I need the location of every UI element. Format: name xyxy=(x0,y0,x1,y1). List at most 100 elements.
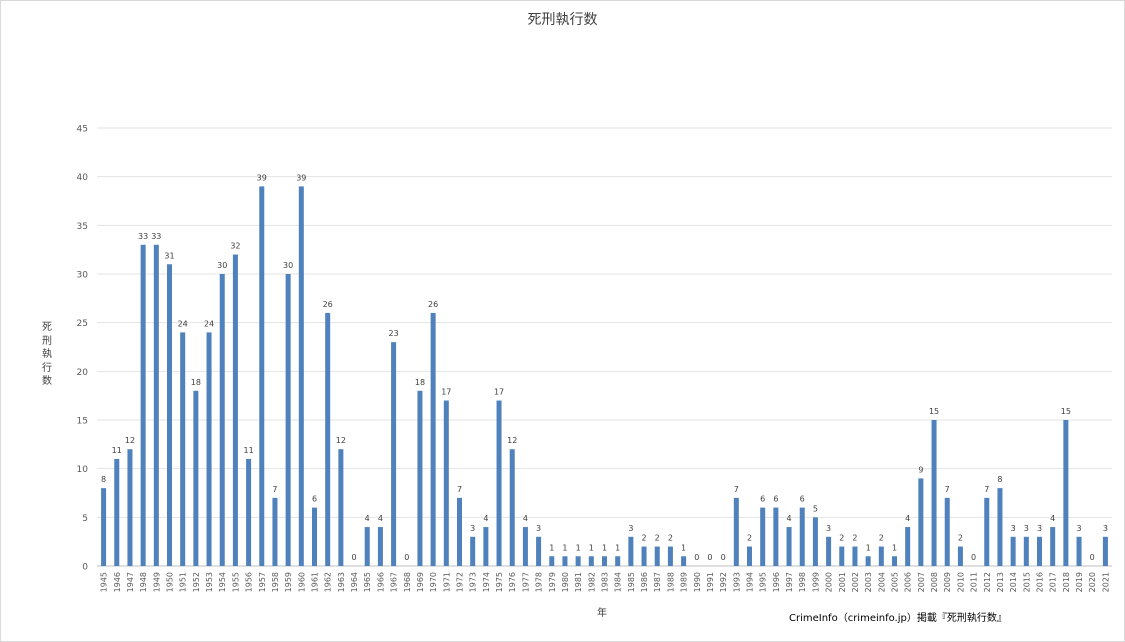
x-tick-label: 1950 xyxy=(166,572,175,592)
data-label: 6 xyxy=(312,495,317,504)
bar xyxy=(1036,536,1043,566)
bar xyxy=(957,546,963,566)
bar xyxy=(285,274,291,566)
data-label: 4 xyxy=(378,514,383,523)
y-axis-label: 死刑執行数 xyxy=(42,322,52,387)
bar xyxy=(773,507,779,566)
x-tick-label: 1977 xyxy=(521,572,530,592)
x-tick-label: 1969 xyxy=(416,572,425,592)
bar xyxy=(1050,527,1056,566)
bar xyxy=(812,517,818,566)
x-tick-label: 1959 xyxy=(284,572,293,592)
data-label: 24 xyxy=(204,319,214,328)
bar xyxy=(311,507,318,566)
data-label: 0 xyxy=(707,553,712,562)
x-tick-labels: 1945 1946 1947 1948 1949 1950 1951 1952 1953 1954… xyxy=(100,572,1111,592)
x-tick-label: 2015 xyxy=(1022,572,1031,592)
y-tick-label: 15 xyxy=(77,417,88,427)
x-tick-label: 1988 xyxy=(666,572,675,592)
bar xyxy=(1023,536,1029,566)
x-tick-label: 1995 xyxy=(759,572,768,592)
x-tick-label: 2014 xyxy=(1009,572,1018,592)
bar xyxy=(760,507,766,566)
bar xyxy=(839,546,845,566)
data-label: 1 xyxy=(681,543,686,552)
x-tick-label: 2001 xyxy=(838,572,847,592)
bar xyxy=(430,312,436,566)
data-label: 0 xyxy=(404,553,409,562)
bar xyxy=(522,527,528,566)
data-label: 12 xyxy=(125,436,135,445)
data-label: 4 xyxy=(483,514,488,523)
y-tick-label: 40 xyxy=(77,173,89,183)
x-tick-label: 1975 xyxy=(495,572,504,592)
bar xyxy=(246,458,252,566)
data-label: 7 xyxy=(734,485,739,494)
x-tick-label: 1999 xyxy=(811,572,820,592)
bar xyxy=(101,488,107,566)
bar xyxy=(298,186,304,566)
y-tick-label: 25 xyxy=(77,319,88,329)
x-tick-label: 1949 xyxy=(152,572,161,592)
bar xyxy=(470,536,476,566)
data-label: 2 xyxy=(879,534,884,543)
x-tick-label: 1951 xyxy=(179,572,188,592)
x-tick-label: 2012 xyxy=(983,572,992,592)
x-tick-label: 1990 xyxy=(693,572,702,592)
x-tick-label: 1998 xyxy=(798,572,807,592)
bar xyxy=(984,497,990,566)
x-tick-label: 1983 xyxy=(601,572,610,592)
data-label: 15 xyxy=(929,407,939,416)
chart-title: 死刑執行数 xyxy=(527,12,598,28)
x-tick-label: 2013 xyxy=(996,572,1005,592)
data-label: 3 xyxy=(1103,524,1108,533)
x-tick-label: 1948 xyxy=(139,572,148,592)
data-label: 2 xyxy=(668,534,673,543)
x-tick-label: 1945 xyxy=(100,572,109,592)
x-tick-label: 1968 xyxy=(403,572,412,592)
x-tick-label: 2017 xyxy=(1049,572,1058,592)
y-tick-labels: 0 5 10 15 20 25 30 35 40 45 xyxy=(77,125,89,573)
data-label: 1 xyxy=(589,543,594,552)
x-tick-label: 1962 xyxy=(324,572,333,592)
x-tick-label: 2002 xyxy=(851,572,860,592)
x-tick-label: 1952 xyxy=(192,572,201,592)
x-tick-label: 2021 xyxy=(1101,572,1110,592)
data-label: 2 xyxy=(839,534,844,543)
bar xyxy=(180,332,186,566)
x-tick-label: 1946 xyxy=(113,572,122,592)
x-tick-label: 2006 xyxy=(904,572,913,592)
x-tick-label: 1976 xyxy=(508,572,517,592)
data-label: 39 xyxy=(257,173,267,182)
bar xyxy=(1102,536,1108,566)
bar xyxy=(944,497,950,566)
bar xyxy=(325,312,331,566)
data-label: 2 xyxy=(655,534,660,543)
bar xyxy=(114,458,120,566)
gridlines xyxy=(97,127,1112,567)
x-tick-label: 1957 xyxy=(258,572,267,592)
bar xyxy=(601,556,608,566)
data-label: 2 xyxy=(958,534,963,543)
data-label: 7 xyxy=(945,485,950,494)
x-tick-label: 1993 xyxy=(732,572,741,592)
x-tick-label: 1985 xyxy=(627,572,636,592)
bar xyxy=(905,527,911,566)
data-label: 26 xyxy=(428,300,438,309)
data-label: 0 xyxy=(1090,553,1095,562)
x-tick-label: 1955 xyxy=(231,572,240,592)
x-tick-label: 1994 xyxy=(746,572,755,592)
bar xyxy=(338,449,344,566)
data-label: 3 xyxy=(470,524,475,533)
data-label: 17 xyxy=(441,388,451,397)
data-label: 31 xyxy=(164,251,174,260)
data-label: 1 xyxy=(576,543,581,552)
bar xyxy=(232,254,238,567)
data-label: 4 xyxy=(786,514,791,523)
x-tick-label: 2019 xyxy=(1075,572,1084,592)
data-label: 33 xyxy=(151,232,161,241)
bar xyxy=(509,449,515,566)
x-tick-label: 1965 xyxy=(363,572,372,592)
x-tick-label: 2020 xyxy=(1088,572,1097,592)
